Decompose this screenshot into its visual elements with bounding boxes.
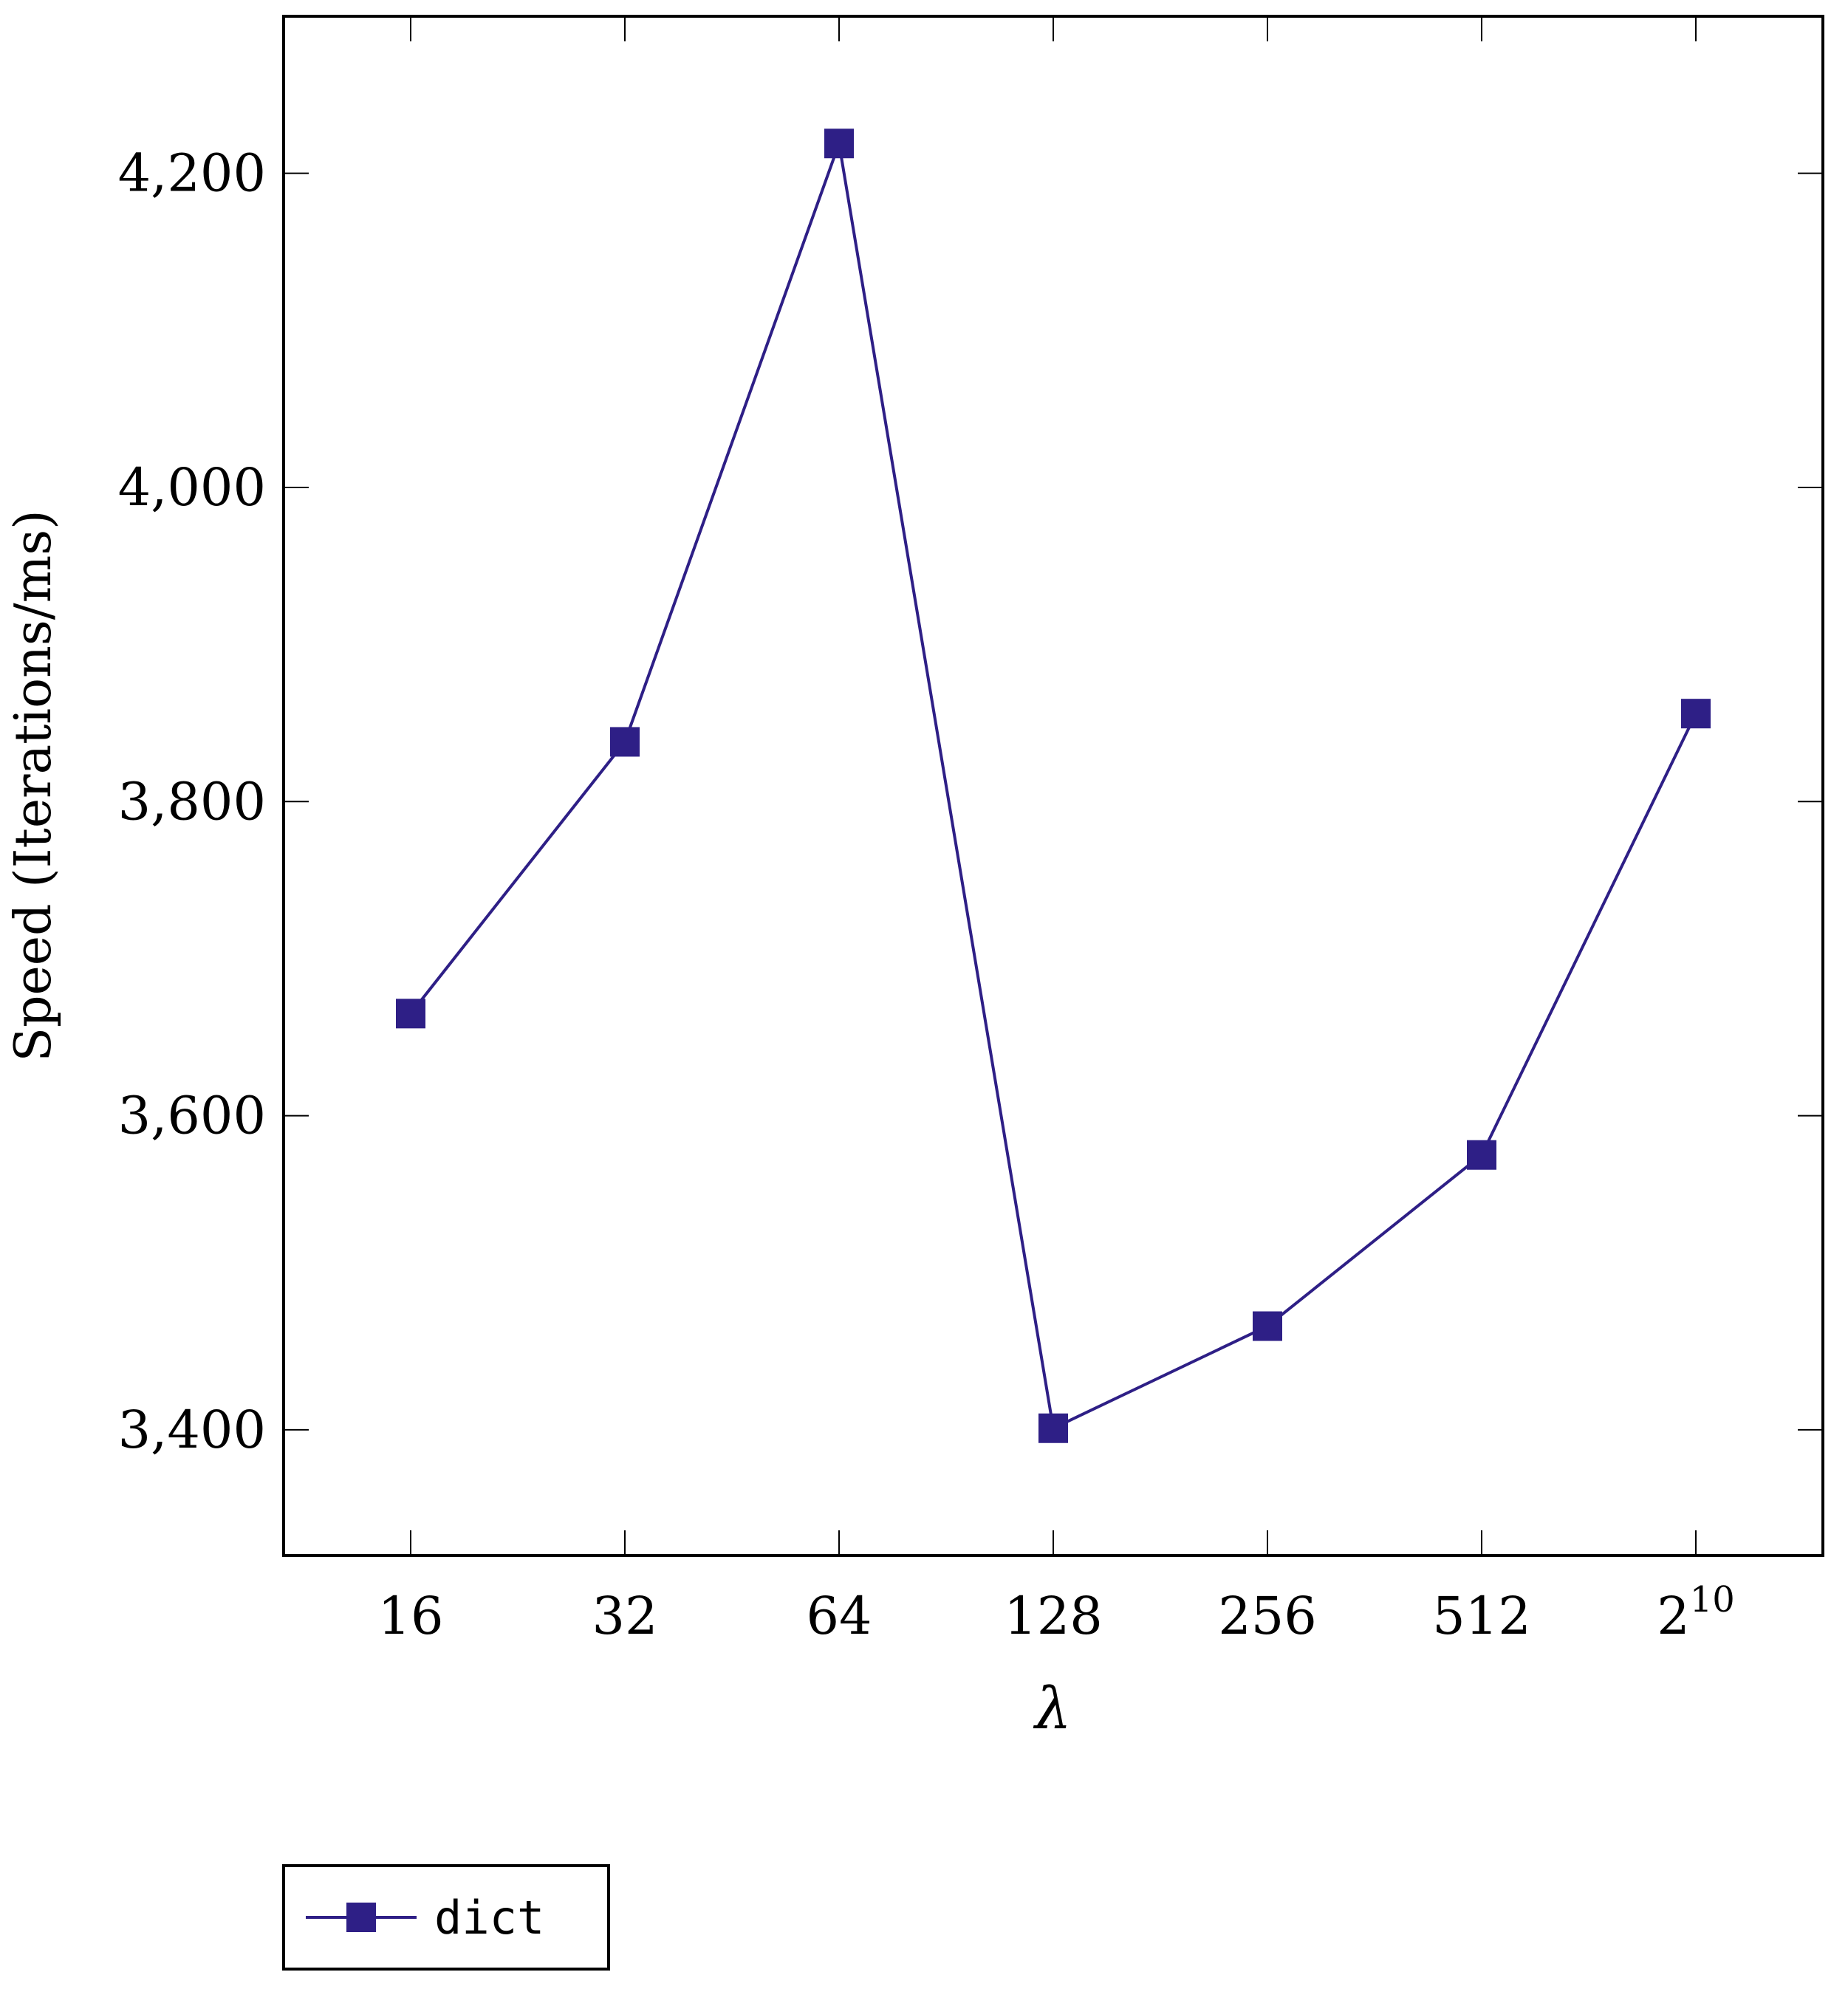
data-point-dict-512: [1467, 1140, 1496, 1170]
x-axis-ticks: 16 32 64 128 256 512 210: [377, 16, 1735, 1646]
y-tick-label: 4,200: [118, 143, 266, 204]
data-point-dict-256: [1253, 1311, 1282, 1341]
x-tick-label-superscript: 10: [1690, 1579, 1735, 1620]
y-tick-label: 3,800: [118, 771, 266, 832]
series-layer: [396, 129, 1711, 1443]
x-tick-label-base: 512: [1432, 1586, 1531, 1646]
x-tick-label-base: 64: [806, 1586, 872, 1646]
x-tick-label: 64: [806, 1586, 872, 1646]
x-tick-label: 16: [377, 1586, 443, 1646]
series-line-dict: [409, 137, 1697, 1431]
x-tick-label-base: 32: [592, 1586, 657, 1646]
y-axis-ticks: 3,400 3,600 3,800 4,000 4,200: [118, 143, 1823, 1460]
x-axis-label: λ: [1033, 1676, 1071, 1742]
legend: dict: [282, 1864, 610, 1971]
x-tick-label: 512: [1432, 1586, 1531, 1646]
legend-marker-square: [346, 1903, 376, 1932]
data-point-dict-2^10: [1681, 699, 1711, 729]
x-tick-label-base: 256: [1218, 1586, 1317, 1646]
x-tick-label-base: 128: [1004, 1586, 1103, 1646]
data-point-dict-64: [824, 129, 854, 159]
x-tick-label-base: 2: [1657, 1586, 1690, 1646]
x-tick-label-base: 16: [377, 1586, 443, 1646]
legend-label-dict: dict: [434, 1891, 544, 1945]
plot-frame: [282, 15, 1824, 1557]
y-axis-label: Speed (Iterations/ms): [4, 510, 63, 1061]
y-tick-label: 4,000: [118, 457, 266, 518]
y-tick-label: 3,600: [118, 1086, 266, 1146]
data-point-dict-32: [610, 727, 640, 757]
data-point-dict-128: [1038, 1413, 1068, 1443]
x-tick-label: 32: [592, 1586, 657, 1646]
x-tick-label: 210: [1657, 1579, 1735, 1646]
x-tick-label: 256: [1218, 1586, 1317, 1646]
x-tick-label: 128: [1004, 1586, 1103, 1646]
data-point-dict-16: [396, 999, 425, 1029]
y-tick-label: 3,400: [118, 1400, 266, 1460]
